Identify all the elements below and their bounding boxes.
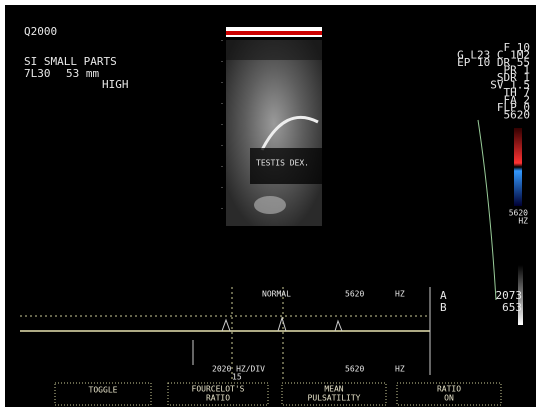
- doppler-top-value: 5620: [345, 290, 364, 299]
- depth: 53 mm: [66, 67, 99, 80]
- button-label[interactable]: ON: [444, 394, 454, 403]
- image-label: TESTIS DEX.: [256, 159, 309, 168]
- doppler-mode: NORMAL: [262, 290, 291, 299]
- button-label[interactable]: MEAN: [324, 385, 343, 394]
- exam-id: Q2000: [24, 25, 57, 38]
- param: 5620: [504, 109, 531, 122]
- color-box-bar-red: [226, 31, 322, 35]
- button-label[interactable]: FOURCELOT'S: [192, 385, 245, 394]
- page: { "header": {"id": "Q2000", "preset": "S…: [0, 0, 541, 412]
- screen: Q2000 SI SMALL PARTS 7L30 53 mm HIGH TES…: [0, 0, 541, 412]
- doppler-bottom-unit: HZ: [395, 365, 405, 374]
- doppler-bottom-value: 5620: [345, 365, 364, 374]
- button-label[interactable]: RATIO: [206, 394, 230, 403]
- cursor-b: B: [440, 301, 447, 314]
- button-label[interactable]: TOGGLE: [89, 386, 118, 395]
- echo-spot: [254, 196, 286, 214]
- probe: 7L30: [24, 67, 51, 80]
- near-field: [226, 40, 322, 60]
- value-b: 653: [502, 301, 522, 314]
- button-label[interactable]: RATIO: [437, 385, 461, 394]
- doppler-scale-sub: 15: [232, 373, 242, 382]
- color-scale-unit: HZ: [518, 217, 528, 226]
- doppler-top-unit: HZ: [395, 290, 405, 299]
- color-scale: [514, 128, 522, 206]
- power: HIGH: [102, 78, 129, 91]
- button-label[interactable]: PULSATILITY: [308, 394, 361, 403]
